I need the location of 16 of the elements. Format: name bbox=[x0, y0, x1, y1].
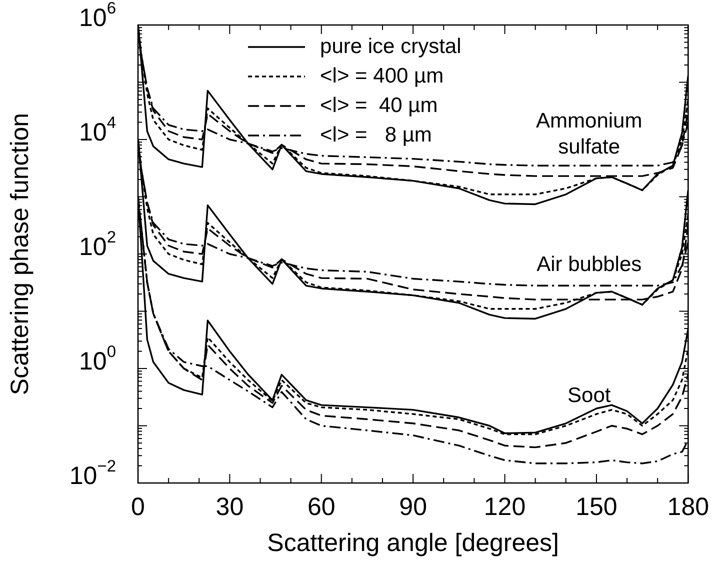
legend-label: pure ice crystal bbox=[320, 34, 462, 58]
x-tick-label: 0 bbox=[131, 492, 145, 521]
annotation: Soot bbox=[568, 384, 611, 407]
x-tick-label: 90 bbox=[399, 492, 427, 521]
annotation: Ammonium sulfate bbox=[536, 110, 642, 159]
x-tick-label: 120 bbox=[484, 492, 526, 521]
x-tick-label: 150 bbox=[576, 492, 618, 521]
y-axis-title: Scattering phase function bbox=[6, 112, 34, 396]
legend-label: <l> = 8 µm bbox=[320, 123, 432, 146]
legend-label: <l> = 400 µm bbox=[320, 64, 444, 88]
legend-label: <l> = 40 µm bbox=[320, 94, 438, 117]
x-tick-label: 30 bbox=[216, 492, 244, 521]
x-axis-title: Scattering angle [degrees] bbox=[267, 528, 559, 557]
x-tick-label: 180 bbox=[667, 492, 710, 521]
annotation: Air bubbles bbox=[536, 253, 642, 276]
x-tick-label: 60 bbox=[307, 492, 336, 521]
